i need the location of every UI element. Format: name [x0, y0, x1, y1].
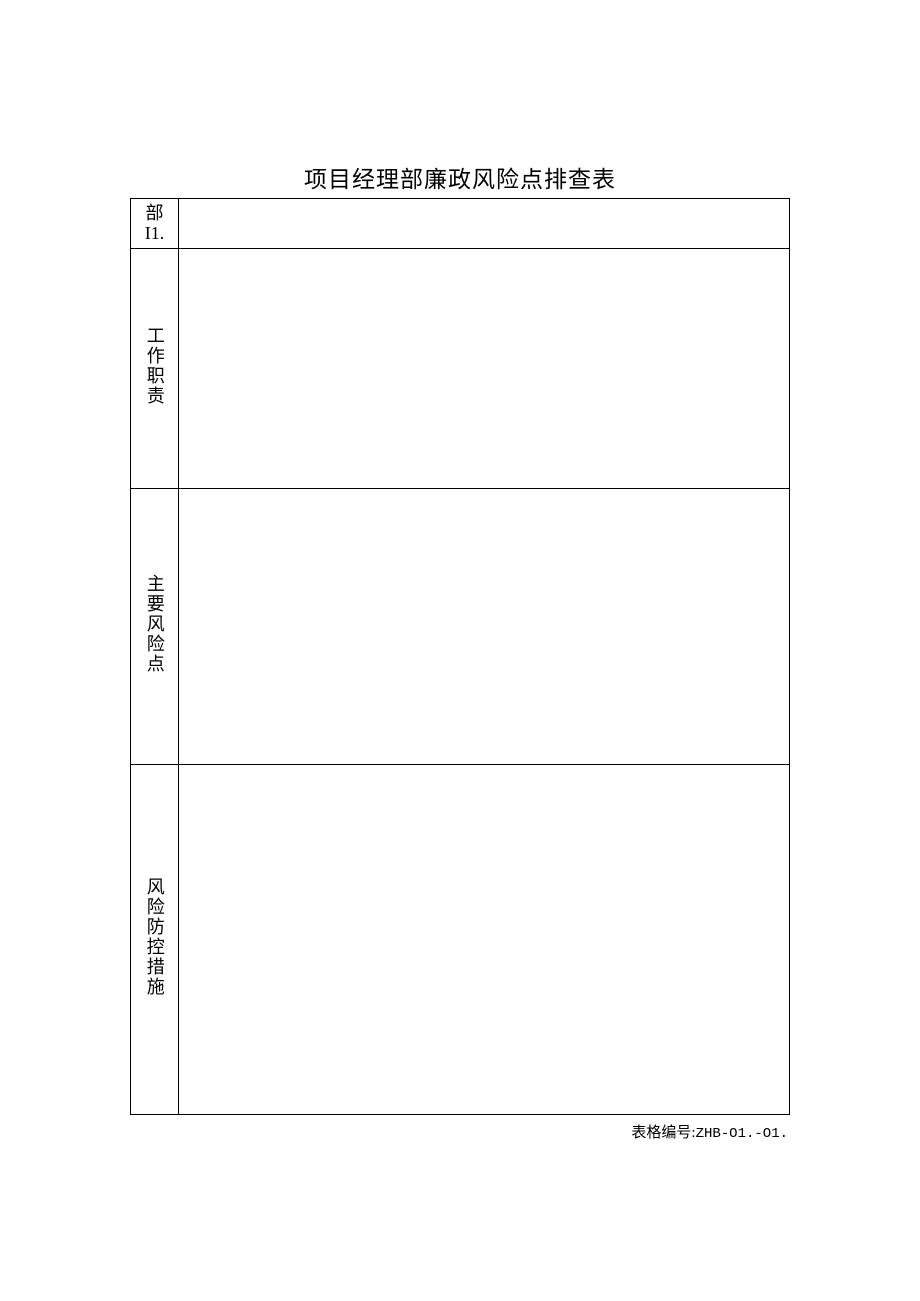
- footer-note: 表格编号:ZHB-O1.-O1.: [130, 1121, 790, 1142]
- content-cell-responsibilities: [179, 249, 790, 489]
- content-cell-control-measures: [179, 765, 790, 1115]
- label-risk-points: 主要风险点: [143, 574, 166, 674]
- footer-code: ZHB-O1.-O1.: [696, 1126, 788, 1142]
- label-cell-risk-points: 主要风险点: [131, 489, 179, 765]
- page-container: 项目经理部廉政风险点排查表 部 I1. 工作职责 主要风险点 风险防控措施: [0, 0, 920, 1142]
- table-row-risk-points: 主要风险点: [131, 489, 790, 765]
- table-row-responsibilities: 工作职责: [131, 249, 790, 489]
- document-title: 项目经理部廉政风险点排查表: [130, 160, 790, 194]
- content-cell-department: [179, 199, 790, 249]
- table-row-control-measures: 风险防控措施: [131, 765, 790, 1115]
- risk-assessment-table: 部 I1. 工作职责 主要风险点 风险防控措施: [130, 198, 790, 1115]
- label-cell-responsibilities: 工作职责: [131, 249, 179, 489]
- label-control-measures: 风险防控措施: [143, 877, 166, 997]
- content-cell-risk-points: [179, 489, 790, 765]
- table-row-department: 部 I1.: [131, 199, 790, 249]
- label-cell-department: 部 I1.: [131, 199, 179, 249]
- label-department-line1: 部: [133, 204, 176, 224]
- label-responsibilities: 工作职责: [143, 326, 166, 406]
- footer-label: 表格编号:: [631, 1125, 695, 1141]
- label-department-line2: I1.: [133, 224, 176, 244]
- label-cell-control-measures: 风险防控措施: [131, 765, 179, 1115]
